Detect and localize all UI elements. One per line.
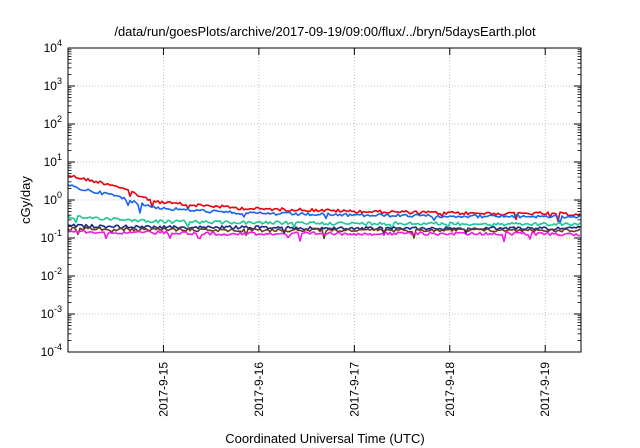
x-tick-label: 2017-9-17 [347,362,361,417]
series-line-2 [67,183,581,225]
x-tick-label: 2017-9-18 [443,362,457,417]
series-line-6 [67,229,581,243]
plot-frame [67,47,582,353]
y-tick-label: 10-2 [41,266,62,283]
y-tick-label: 102 [44,114,62,131]
x-tick-labels: 2017-9-15 2017-9-16 2017-9-17 2017-9-18 2017… [156,362,552,417]
y-tick-label: 10-3 [41,304,62,321]
series-line-1 [67,174,581,222]
series-lines [67,174,581,243]
x-tick-label: 2017-9-19 [538,362,552,417]
y-axis-label: cGy/day [18,176,33,224]
series-line-4 [67,223,581,236]
x-tick-label: 2017-9-16 [252,362,266,417]
y-tick-label: 104 [44,38,62,55]
axis-ticks [68,47,581,353]
y-tick-labels: 10-4 10-3 10-2 10-1 100 101 102 103 104 [41,38,62,359]
y-tick-label: 101 [44,152,62,169]
grid-lines [68,48,581,352]
y-tick-label: 100 [44,190,62,207]
y-tick-label: 10-1 [41,228,62,245]
chart-title: /data/run/goesPlots/archive/2017-09-19/0… [114,24,536,39]
series-line-5 [67,226,581,240]
series-line-3 [67,215,581,231]
y-tick-label: 10-4 [41,342,62,359]
x-tick-label: 2017-9-15 [156,362,170,417]
x-axis-label: Coordinated Universal Time (UTC) [225,431,424,446]
y-tick-label: 103 [44,76,62,93]
